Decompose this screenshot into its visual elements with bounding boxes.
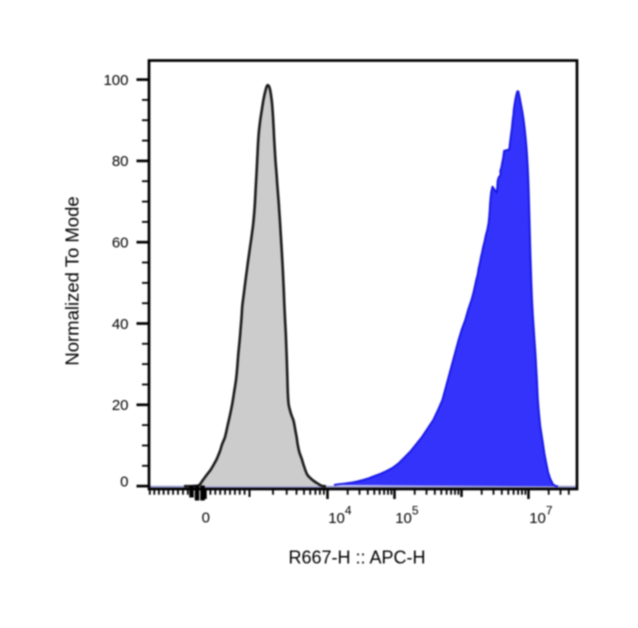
svg-text:R667-H :: APC-H: R667-H :: APC-H xyxy=(288,548,425,568)
svg-text:20: 20 xyxy=(112,397,129,414)
svg-text:107: 107 xyxy=(529,504,553,528)
svg-text:100: 100 xyxy=(103,72,128,89)
svg-text:40: 40 xyxy=(112,316,129,333)
svg-text:60: 60 xyxy=(112,235,129,252)
svg-text:105: 105 xyxy=(395,504,419,528)
svg-text:0: 0 xyxy=(202,510,210,527)
svg-text:Normalized To Mode: Normalized To Mode xyxy=(62,196,83,365)
svg-text:104: 104 xyxy=(328,504,352,528)
svg-text:0: 0 xyxy=(120,473,128,490)
svg-text:80: 80 xyxy=(112,153,129,170)
